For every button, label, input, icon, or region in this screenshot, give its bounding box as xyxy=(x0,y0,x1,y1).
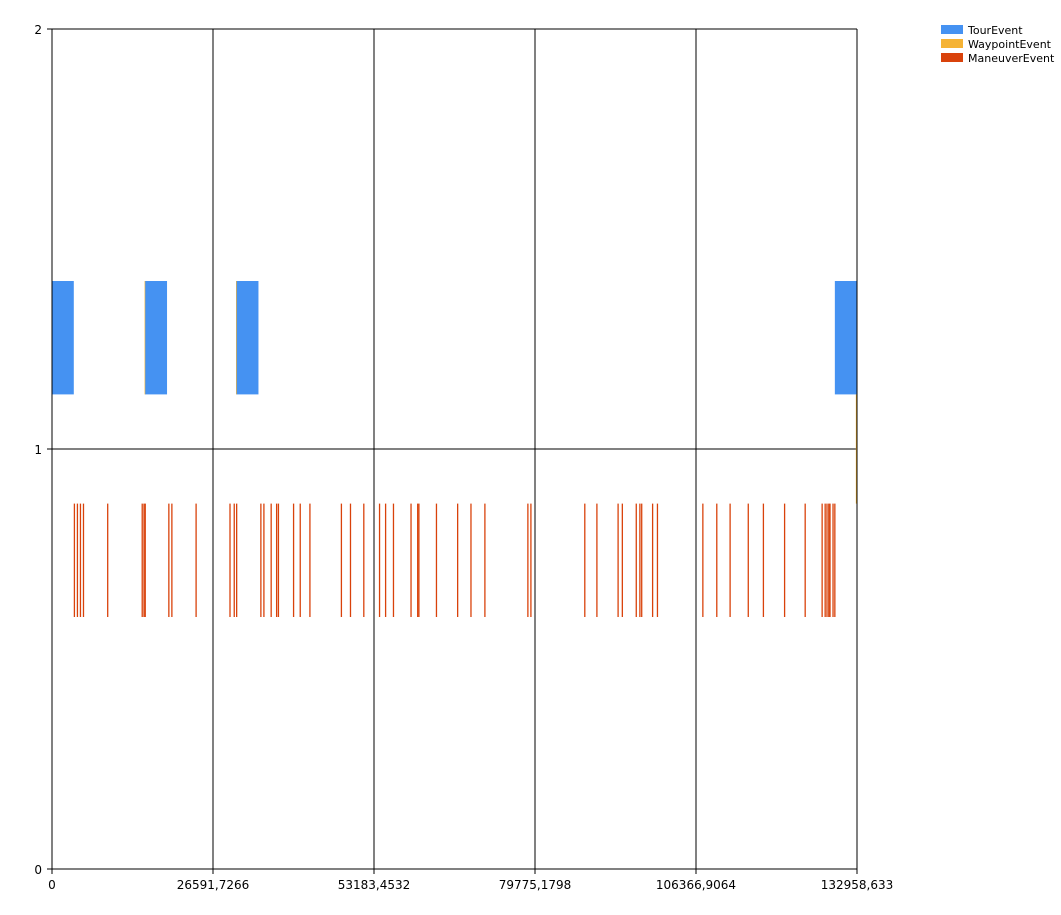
y-tick-label: 2 xyxy=(34,23,42,37)
x-tick-label: 26591,7266 xyxy=(177,878,250,892)
y-tick-label: 1 xyxy=(34,443,42,457)
x-tick-label: 0 xyxy=(48,878,56,892)
legend-label-maneuver: ManeuverEvent xyxy=(968,52,1055,65)
x-tick-label: 53183,4532 xyxy=(338,878,411,892)
legend-swatch-waypoint xyxy=(941,39,963,48)
tour-event-bar xyxy=(52,281,74,395)
axis-layer: 0 26591,7266 53183,4532 79775,1798 106366,90… xyxy=(34,23,893,892)
x-tick-label: 79775,1798 xyxy=(499,878,572,892)
x-tick-label: 132958,633 xyxy=(821,878,894,892)
legend-label-tour: TourEvent xyxy=(967,24,1023,37)
x-tick-label: 106366,9064 xyxy=(656,878,736,892)
tour-event-bar xyxy=(834,281,857,395)
legend-swatch-maneuver xyxy=(941,53,963,62)
series-layer xyxy=(52,281,858,617)
tour-event-bar xyxy=(145,281,168,395)
grid-layer xyxy=(52,28,858,869)
legend-swatch-tour xyxy=(941,25,963,34)
tour-event-bar xyxy=(236,281,259,395)
legend-label-waypoint: WaypointEvent xyxy=(968,38,1052,51)
y-tick-label: 0 xyxy=(34,863,42,877)
